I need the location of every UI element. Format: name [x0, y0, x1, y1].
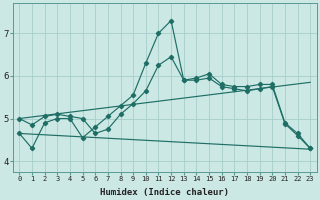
X-axis label: Humidex (Indice chaleur): Humidex (Indice chaleur) [100, 188, 229, 197]
